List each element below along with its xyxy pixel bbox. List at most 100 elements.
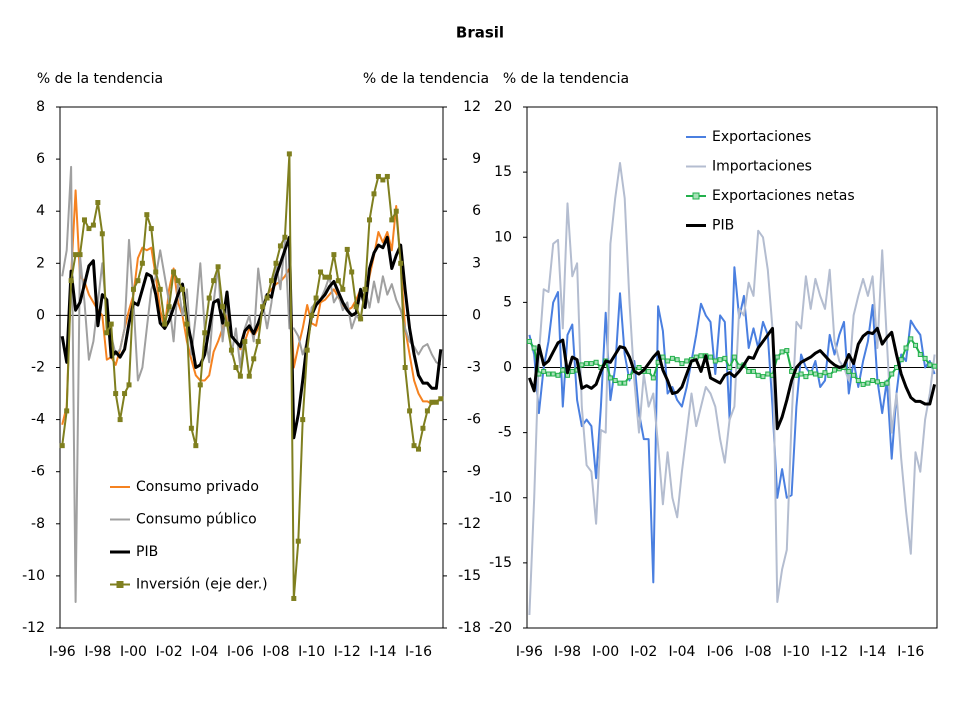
series-line: [61, 165, 442, 603]
series-marker: [731, 354, 737, 360]
series-marker: [722, 355, 728, 361]
series-marker: [224, 321, 230, 327]
series-marker: [184, 321, 190, 327]
series-marker: [197, 382, 203, 388]
x-tick-label: I-16: [897, 644, 924, 660]
series-marker: [607, 375, 613, 381]
series-marker: [122, 391, 128, 397]
series-marker: [584, 361, 590, 367]
series-marker: [750, 368, 756, 374]
series-marker: [291, 595, 297, 601]
x-tick-label: I-98: [84, 644, 111, 660]
x-tick-label: I-02: [156, 644, 183, 660]
series-marker: [322, 274, 328, 280]
y2-tick-label: 12: [463, 99, 481, 115]
series-marker: [202, 330, 208, 336]
series-marker: [153, 269, 159, 275]
series-marker: [130, 286, 136, 292]
series-line: [528, 266, 936, 584]
series: [528, 266, 936, 584]
y2-tick-label: -12: [458, 516, 481, 532]
series-marker: [627, 374, 632, 380]
y-tick-label: 8: [36, 99, 45, 115]
series-marker: [73, 252, 79, 258]
series-marker: [233, 365, 239, 370]
series-marker: [211, 278, 217, 284]
y-tick-label: 4: [36, 203, 45, 219]
series-marker: [438, 396, 444, 402]
series-marker: [922, 355, 928, 361]
series-marker: [157, 286, 163, 292]
y-tick-label: -10: [22, 568, 45, 584]
y-tick-label: 2: [36, 255, 45, 271]
series-marker: [282, 234, 288, 240]
y2-tick-label: -15: [458, 568, 481, 584]
x-tick-label: I-02: [630, 644, 657, 660]
series-marker: [674, 357, 680, 363]
x-tick-label: I-04: [191, 644, 218, 660]
series-marker: [760, 374, 766, 380]
series-marker: [832, 367, 837, 373]
series-marker: [708, 354, 714, 360]
x-tick-label: I-10: [298, 644, 325, 660]
legend-marker: [692, 192, 700, 200]
series-marker: [81, 217, 87, 223]
series-marker: [646, 368, 652, 374]
series-marker: [917, 351, 923, 357]
series-marker: [367, 217, 373, 223]
series-marker: [375, 173, 381, 179]
x-tick-label: I-14: [369, 644, 396, 660]
series-marker: [851, 372, 857, 378]
series-marker: [331, 252, 337, 258]
series-marker: [260, 304, 266, 310]
series-marker: [765, 371, 771, 377]
series-marker: [144, 212, 150, 218]
y2-tick-label: -18: [458, 620, 481, 636]
series-marker: [755, 372, 761, 378]
series-marker: [889, 371, 895, 377]
series-marker: [884, 380, 890, 386]
series-marker: [353, 304, 359, 310]
series-marker: [774, 354, 780, 360]
series-marker: [68, 278, 74, 284]
series-marker: [148, 226, 154, 232]
series-marker: [269, 278, 275, 284]
series-marker: [569, 368, 575, 374]
series-marker: [407, 408, 413, 414]
series-marker: [104, 330, 110, 336]
series-line: [61, 189, 442, 426]
series-marker: [433, 399, 439, 405]
series-marker: [393, 208, 399, 214]
series-marker: [684, 358, 690, 364]
series-marker: [612, 378, 618, 384]
series-marker: [255, 338, 261, 344]
series-marker: [135, 278, 141, 284]
x-tick-label: I-04: [668, 644, 695, 660]
y-tick-label: 6: [36, 151, 45, 167]
series-marker: [827, 372, 833, 378]
series-marker: [246, 373, 252, 379]
series-marker: [384, 173, 390, 179]
series: [527, 326, 937, 431]
series-marker: [588, 361, 594, 367]
series-marker: [344, 246, 350, 252]
y2-tick-label: 6: [472, 203, 481, 219]
y-axis-label: % de la tendencia: [37, 71, 163, 87]
legend-label: Exportaciones: [712, 129, 811, 145]
legend-label: Exportaciones netas: [712, 188, 855, 204]
series-marker: [273, 260, 279, 266]
legend-label: Importaciones: [712, 159, 812, 175]
y-tick-label: 15: [494, 164, 512, 180]
x-tick-label: I-12: [821, 644, 848, 660]
series-marker: [362, 286, 368, 292]
series: [528, 162, 936, 616]
x-tick-label: I-96: [49, 644, 76, 660]
y2-tick-label: 9: [472, 151, 481, 167]
series-marker: [309, 312, 315, 318]
series-marker: [398, 260, 404, 266]
series-marker: [679, 361, 685, 367]
series-marker: [313, 295, 319, 301]
y2-tick-label: -9: [467, 464, 481, 480]
series-marker: [617, 380, 623, 386]
